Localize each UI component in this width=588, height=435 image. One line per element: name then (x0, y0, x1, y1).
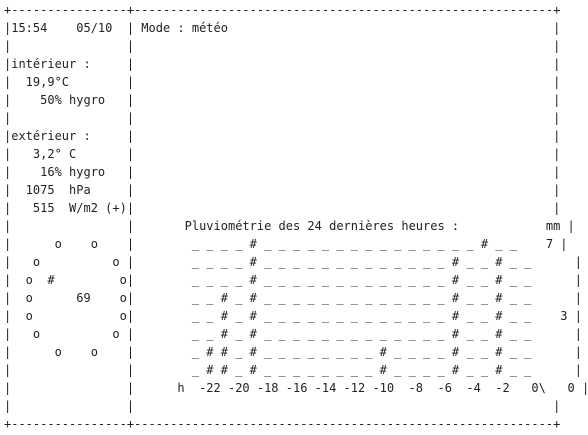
blank-line: | | | (4, 39, 561, 53)
rain-chart-axis-line: | | h -22 -20 -18 -16 -14 -12 -10 -8 -6 … (4, 381, 588, 395)
frame-top-border: +----------------+----------------------… (4, 3, 561, 17)
blank-line: | | | (4, 399, 561, 413)
rain-chart-row: | o o | _ # # _ # _ _ _ _ _ _ _ _ # _ _ … (4, 345, 582, 359)
outdoor-humidity-line: | 16% hygro | | (4, 165, 561, 179)
rain-chart-title-line: | | Pluviométrie des 24 dernières heures… (4, 219, 575, 233)
rain-chart-row: | o 69 o| _ _ # _ # _ _ _ _ _ _ _ _ _ _ … (4, 291, 582, 305)
solar-radiation-line: | 515 W/m2 (+)| | (4, 201, 561, 215)
indoor-heading-line: |intérieur : | | (4, 57, 561, 71)
header-line: |15:54 05/10 | Mode : météo | (4, 21, 561, 35)
frame-bottom-border: +----------------+----------------------… (4, 417, 561, 431)
rain-chart-row: | o o| _ _ # _ # _ _ _ _ _ _ _ _ _ _ _ _… (4, 309, 582, 323)
outdoor-heading-line: |extérieur : | | (4, 129, 561, 143)
outdoor-temperature-line: | 3,2° C | | (4, 147, 561, 161)
indoor-temperature-line: | 19,9°C | | (4, 75, 561, 89)
indoor-humidity-line: | 50% hygro | | (4, 93, 561, 107)
rain-chart-row: | o o | _ _ _ _ # _ _ _ _ _ _ _ _ _ _ _ … (4, 255, 582, 269)
rain-chart-row: | o # o| _ _ _ _ # _ _ _ _ _ _ _ _ _ _ _… (4, 273, 582, 287)
blank-line: | | | (4, 111, 561, 125)
terminal-screen: +----------------+----------------------… (4, 1, 588, 433)
rain-chart-row: | o o | _ _ _ _ # _ _ _ _ _ _ _ _ _ _ _ … (4, 237, 568, 251)
rain-chart-row: | o o | _ _ # _ # _ _ _ _ _ _ _ _ _ _ _ … (4, 327, 582, 341)
rain-chart-row: | | _ # # _ # _ _ _ _ _ _ _ _ # _ _ _ _ … (4, 363, 582, 377)
pressure-line: | 1075 hPa | | (4, 183, 561, 197)
